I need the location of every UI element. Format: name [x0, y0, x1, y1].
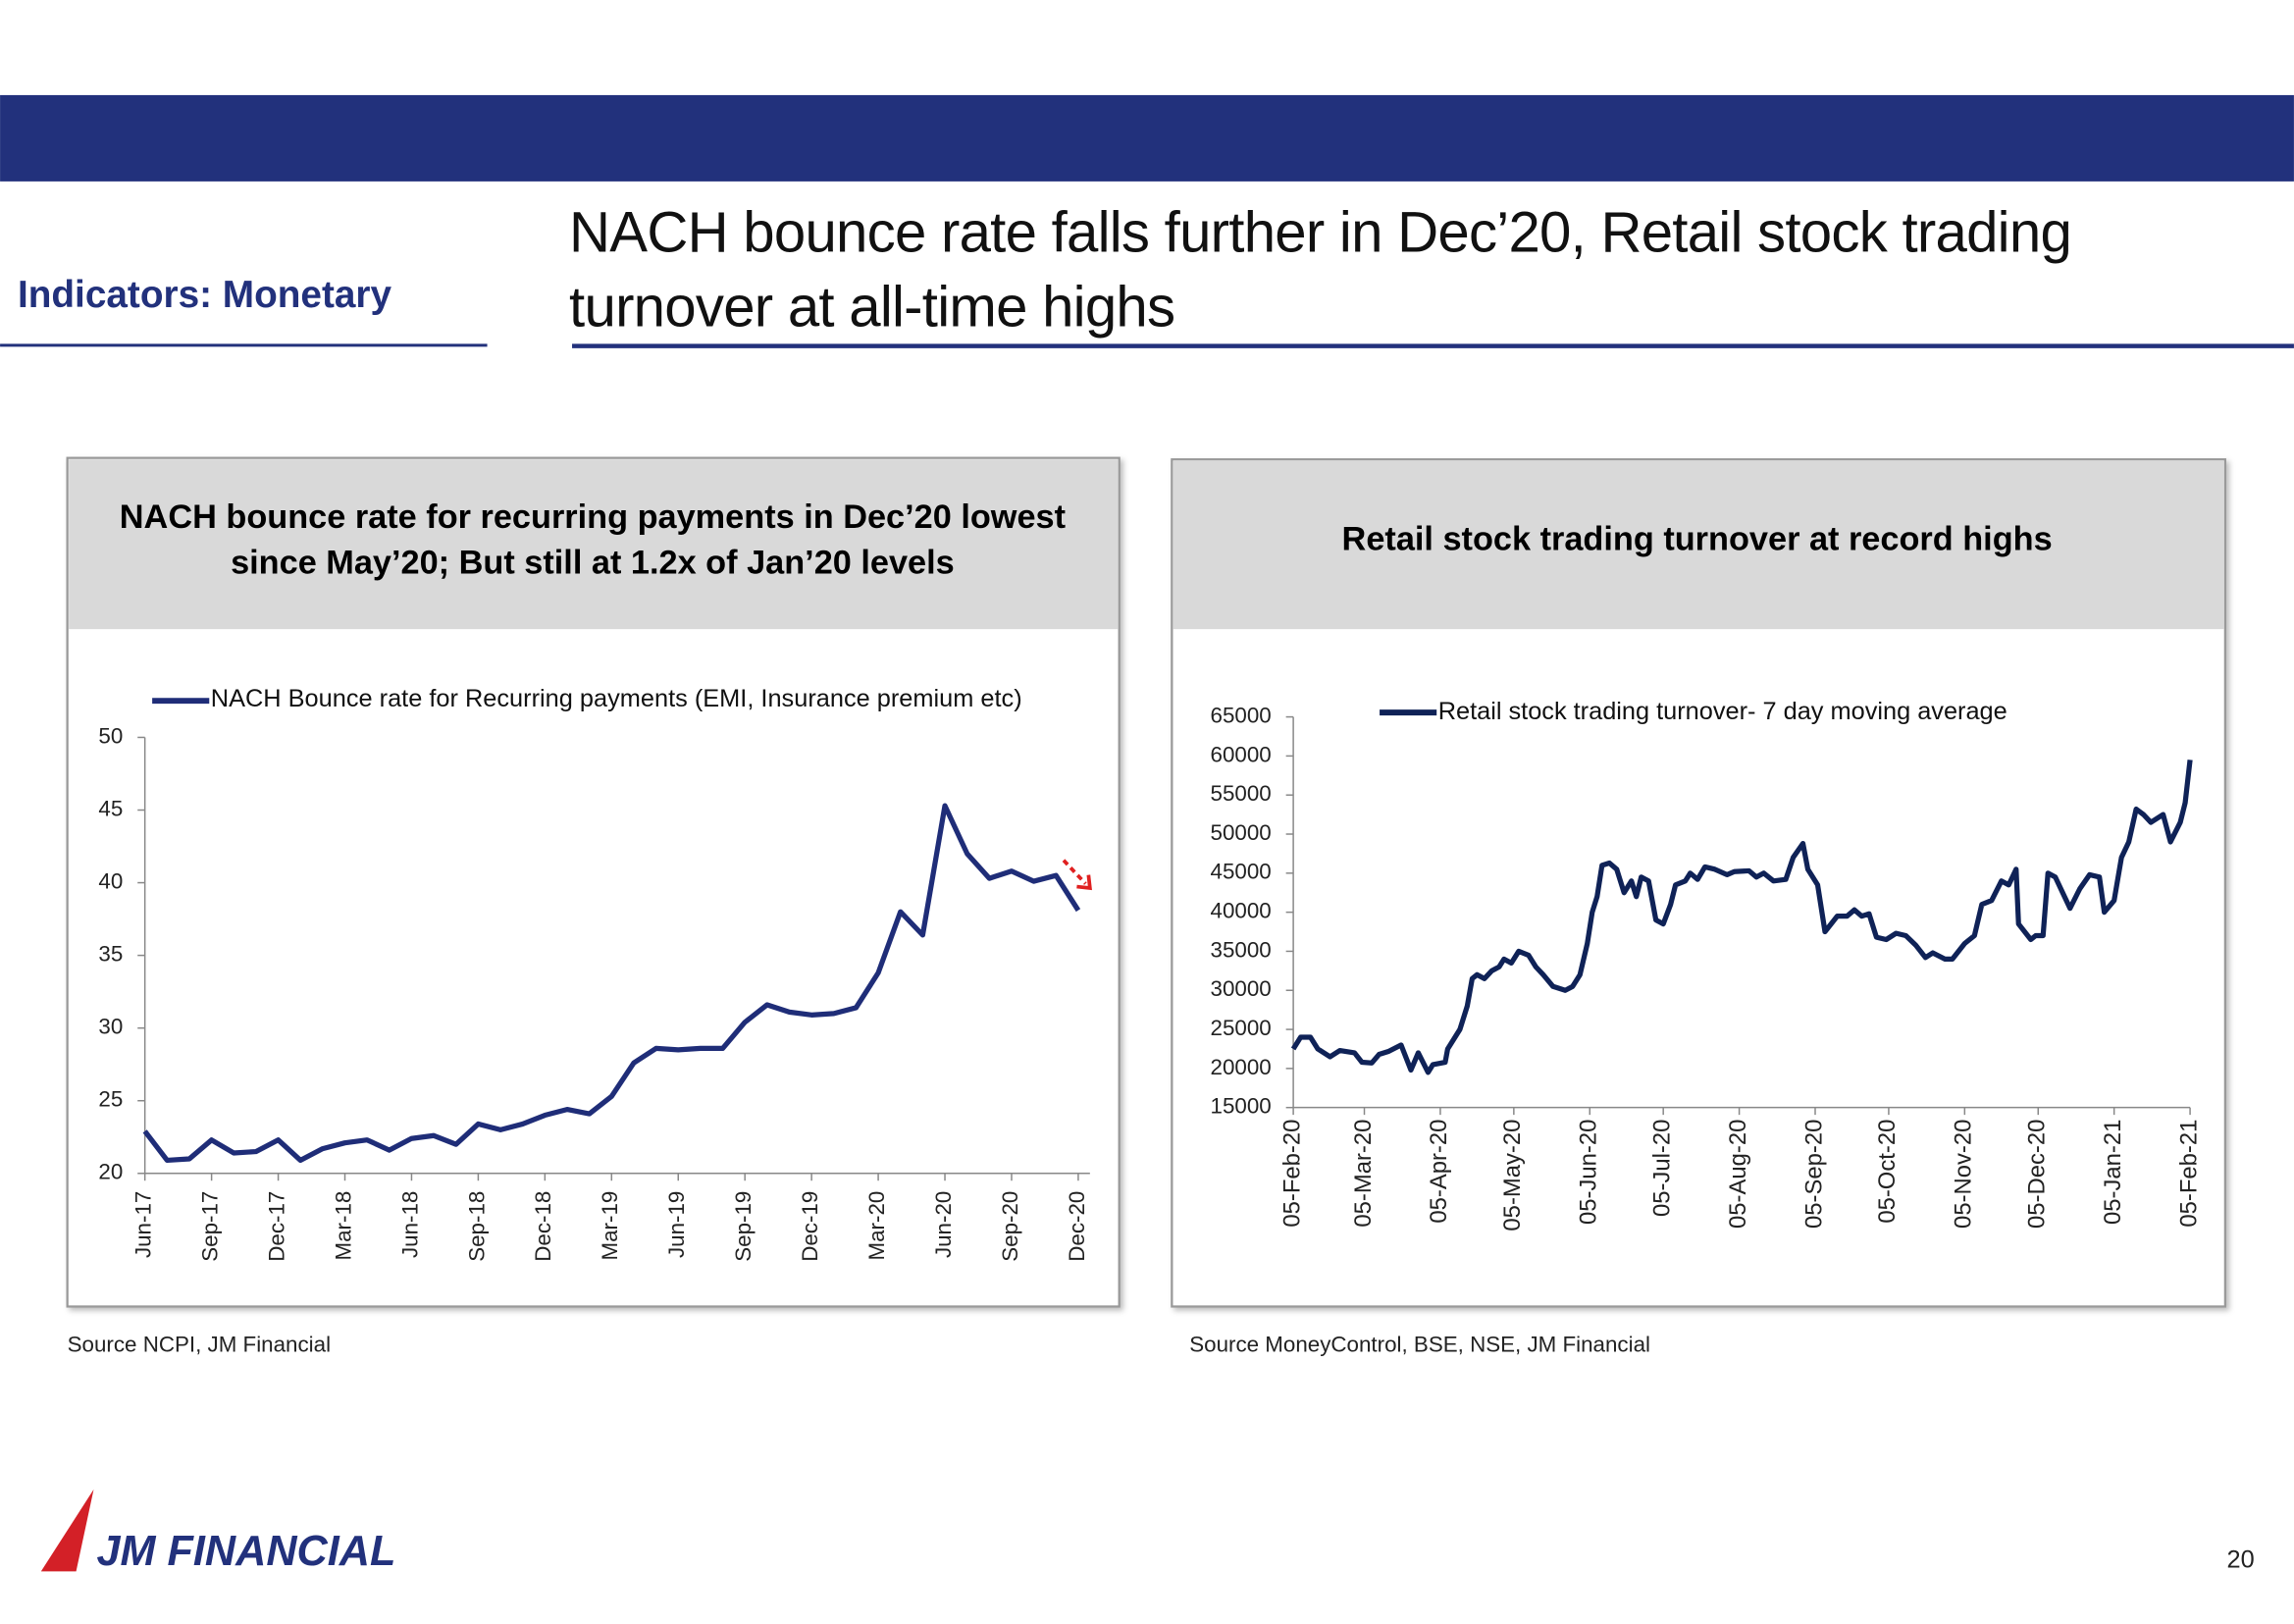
x-tick-label: 05-Feb-21: [2175, 1120, 2202, 1228]
section-rule: [0, 343, 488, 347]
series-line: [142, 803, 1081, 1164]
x-tick-label: 05-Jan-21: [2100, 1120, 2126, 1225]
source-note: Source NCPI, JM Financial: [68, 1333, 331, 1357]
y-tick-label: 25: [98, 1087, 123, 1112]
header-band: [0, 94, 2294, 182]
x-tick-label: 05-Aug-20: [1725, 1120, 1751, 1229]
y-tick-label: 50: [98, 723, 123, 748]
x-tick-label: 05-Feb-20: [1278, 1120, 1305, 1228]
section-label: Indicators: Monetary: [18, 274, 392, 316]
x-tick-label: Sep-19: [731, 1191, 756, 1262]
y-tick-label: 60000: [1211, 742, 1272, 766]
page-number: 20: [2226, 1546, 2254, 1574]
x-tick-label: Dec-18: [531, 1191, 555, 1262]
y-tick-label: 30000: [1211, 976, 1272, 1001]
x-tick-label: 05-Oct-20: [1874, 1120, 1901, 1224]
chart-title-box: Retail stock trading turnover at record …: [1341, 519, 2053, 558]
x-tick-label: Dec-19: [798, 1191, 822, 1262]
x-tick-label: Jun-18: [397, 1191, 422, 1258]
title-rule: [572, 343, 2294, 348]
x-tick-label: Sep-18: [464, 1191, 489, 1262]
y-tick-label: 45: [98, 796, 123, 820]
chart-title: NACH bounce rate for recurring payments …: [119, 497, 1067, 581]
panel-header: [69, 459, 1119, 630]
x-tick-label: Jun-17: [131, 1191, 156, 1258]
y-tick-label: 35: [98, 942, 123, 967]
logo-mark: [40, 1489, 94, 1572]
y-tick-label: 40: [98, 868, 123, 893]
chart-title: Retail stock trading turnover at record …: [1341, 519, 2053, 558]
x-tick-label: 05-Jun-20: [1576, 1120, 1602, 1225]
source-note: Source MoneyControl, BSE, NSE, JM Financ…: [1189, 1333, 1650, 1357]
y-tick-label: 30: [98, 1015, 123, 1039]
y-tick-label: 25000: [1211, 1016, 1272, 1040]
y-tick-label: 15000: [1211, 1094, 1272, 1119]
page-title: NACH bounce rate falls further in Dec’20…: [569, 201, 2072, 340]
x-tick-label: Dec-20: [1065, 1191, 1089, 1262]
y-tick-label: 40000: [1211, 899, 1272, 923]
x-tick-label: 05-Apr-20: [1426, 1120, 1452, 1224]
x-tick-label: Jun-20: [931, 1191, 956, 1258]
y-tick-label: 50000: [1211, 820, 1272, 845]
x-tick-label: Sep-17: [198, 1191, 223, 1262]
legend-label: NACH Bounce rate for Recurring payments …: [210, 684, 1022, 713]
panel-header: [1173, 460, 2224, 630]
y-tick-label: 55000: [1211, 781, 1272, 806]
x-tick-label: Mar-18: [331, 1191, 355, 1261]
x-tick-label: Dec-17: [264, 1191, 288, 1262]
y-tick-label: 35000: [1211, 937, 1272, 962]
y-tick-label: 20000: [1211, 1055, 1272, 1079]
legend-box: NACH Bounce rate for Recurring payments …: [210, 684, 1022, 713]
title-box: NACH bounce rate falls further in Dec’20…: [569, 201, 2072, 340]
x-tick-label: 05-Nov-20: [1951, 1120, 1977, 1229]
x-tick-label: 05-Dec-20: [2024, 1120, 2051, 1229]
series-line: [1290, 760, 2193, 1075]
y-tick-label: 65000: [1211, 703, 1272, 727]
legend-label: Retail stock trading turnover- 7 day mov…: [1438, 698, 2007, 725]
x-tick-label: 05-Sep-20: [1800, 1120, 1827, 1229]
x-tick-label: Sep-20: [998, 1191, 1022, 1262]
x-tick-label: 05-Jul-20: [1648, 1120, 1675, 1217]
x-tick-label: Mar-19: [598, 1191, 622, 1261]
logo-text: JM FINANCIAL: [96, 1528, 395, 1575]
x-tick-label: 05-Mar-20: [1350, 1120, 1377, 1228]
y-tick-label: 20: [98, 1160, 123, 1184]
annotation-arrow: [1062, 859, 1092, 891]
x-tick-label: Jun-19: [664, 1191, 689, 1258]
x-tick-label: Mar-20: [864, 1191, 889, 1261]
y-tick-label: 45000: [1211, 860, 1272, 884]
x-tick-label: 05-May-20: [1499, 1120, 1526, 1231]
chart-title-box: NACH bounce rate for recurring payments …: [119, 497, 1067, 581]
